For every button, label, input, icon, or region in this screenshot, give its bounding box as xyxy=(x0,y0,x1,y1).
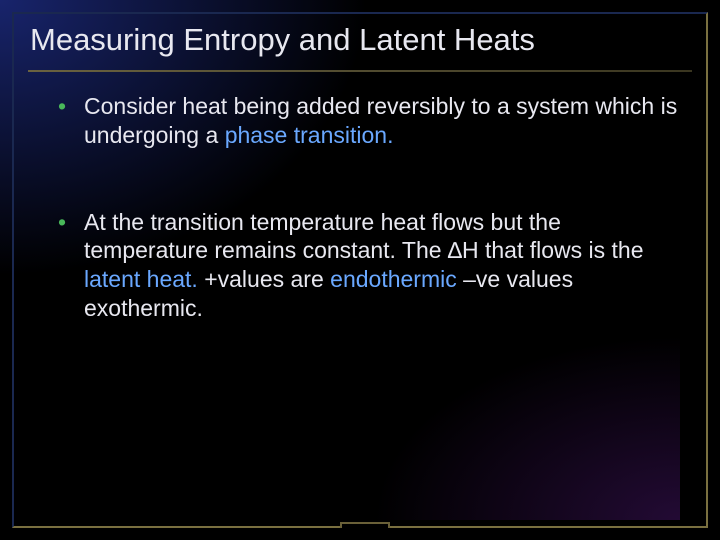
bullet-text: At the transition temperature heat flows… xyxy=(84,209,644,264)
bullet-highlight: endothermic xyxy=(330,266,457,292)
bullet-text: +values are xyxy=(198,266,330,292)
bullet-highlight: latent heat. xyxy=(84,266,198,292)
bullet-highlight: phase transition. xyxy=(225,122,394,148)
slide-title: Measuring Entropy and Latent Heats xyxy=(30,22,690,68)
slide: Measuring Entropy and Latent Heats Consi… xyxy=(0,0,720,540)
frame-notch xyxy=(340,522,390,528)
bullet-item: At the transition temperature heat flows… xyxy=(50,208,682,323)
slide-body: Consider heat being added reversibly to … xyxy=(50,92,682,381)
bullet-item: Consider heat being added reversibly to … xyxy=(50,92,682,150)
title-underline xyxy=(28,70,692,72)
